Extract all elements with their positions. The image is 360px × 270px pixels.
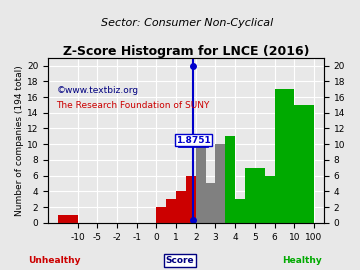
Bar <box>156 207 166 223</box>
Bar <box>265 176 275 223</box>
Bar <box>225 136 235 223</box>
Bar <box>176 191 186 223</box>
Bar <box>206 184 215 223</box>
Text: Score: Score <box>166 256 194 265</box>
Text: Unhealthy: Unhealthy <box>28 256 80 265</box>
Y-axis label: Number of companies (194 total): Number of companies (194 total) <box>15 65 24 216</box>
Text: 1.8751: 1.8751 <box>176 136 211 145</box>
Bar <box>166 199 176 223</box>
Text: Sector: Consumer Non-Cyclical: Sector: Consumer Non-Cyclical <box>101 18 273 28</box>
Text: ©www.textbiz.org: ©www.textbiz.org <box>56 86 138 95</box>
Bar <box>294 105 314 223</box>
Bar <box>255 168 265 223</box>
Bar <box>245 168 255 223</box>
Text: The Research Foundation of SUNY: The Research Foundation of SUNY <box>56 101 210 110</box>
Bar <box>196 144 206 223</box>
Bar <box>215 144 225 223</box>
Bar <box>235 199 245 223</box>
Bar <box>186 176 196 223</box>
Title: Z-Score Histogram for LNCE (2016): Z-Score Histogram for LNCE (2016) <box>63 45 309 58</box>
Text: Healthy: Healthy <box>283 256 322 265</box>
Bar <box>58 215 77 223</box>
Bar <box>275 89 294 223</box>
